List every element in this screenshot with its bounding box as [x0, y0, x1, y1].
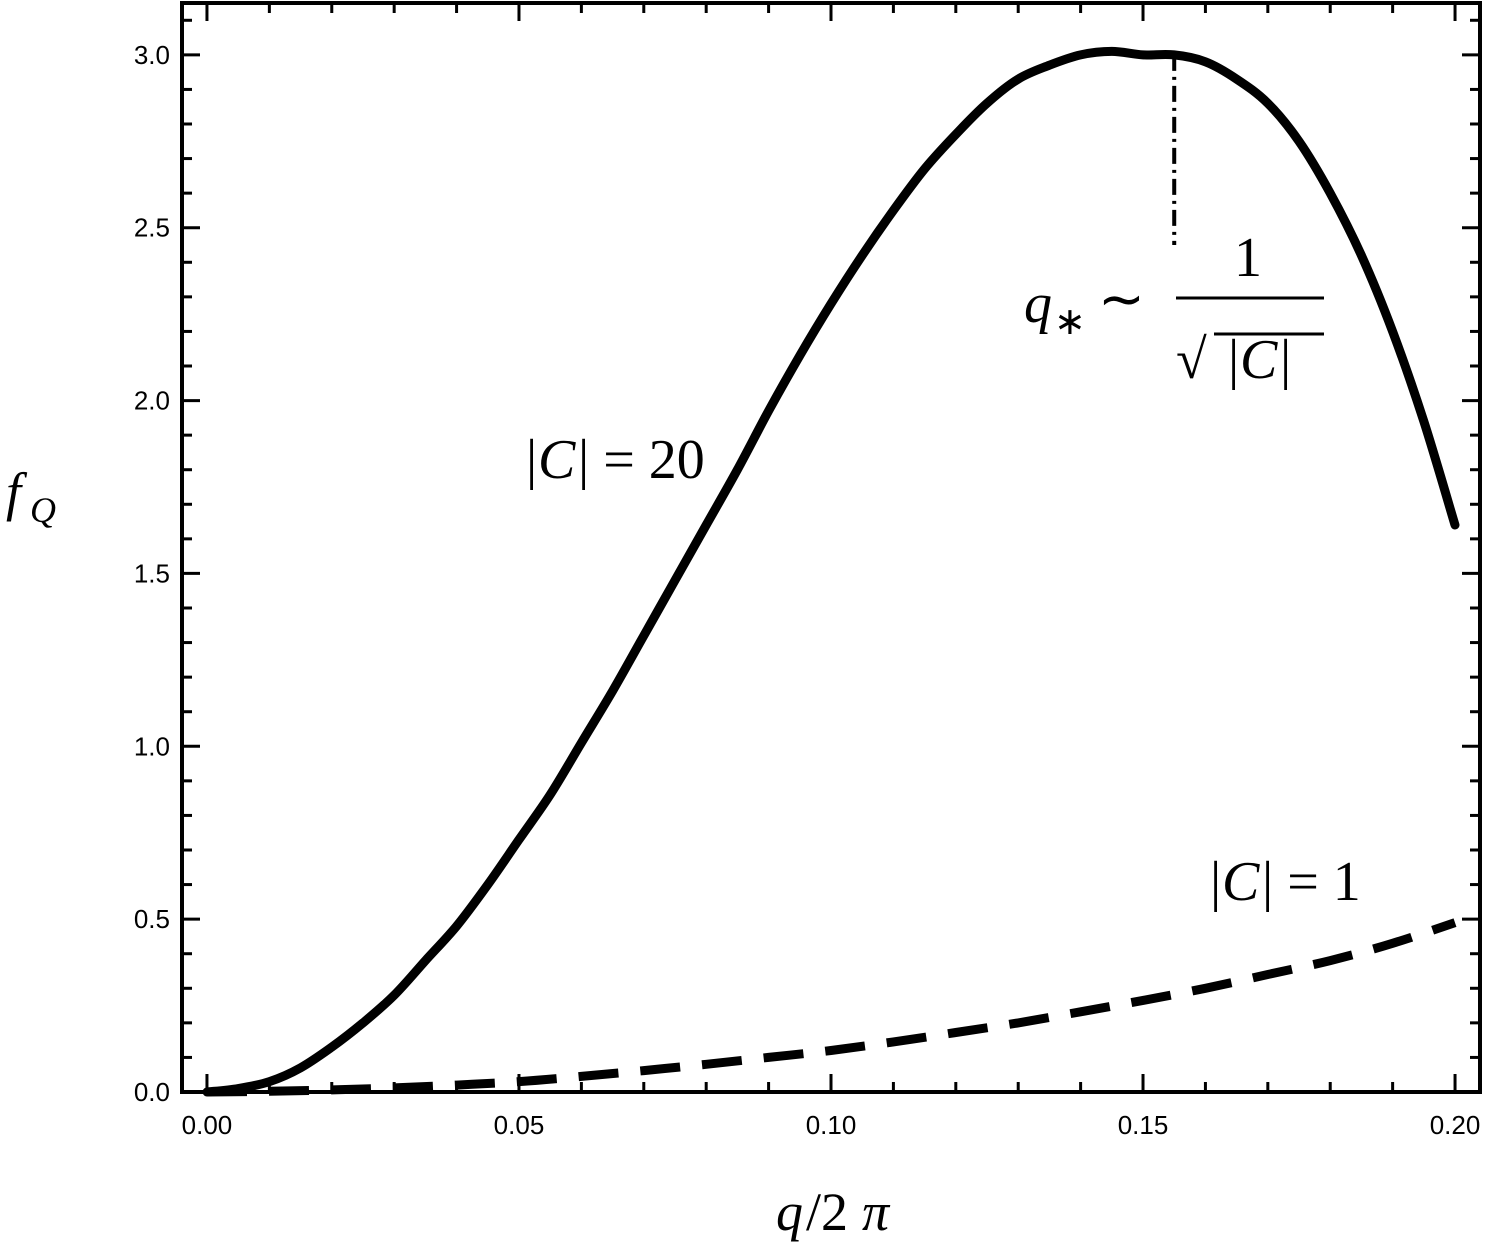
series-line-c1	[206, 918, 1457, 1097]
svg-text:1: 1	[1234, 227, 1262, 289]
plot-curves	[202, 46, 1460, 1097]
y-tick-label: 1.5	[134, 558, 170, 588]
svg-text:|: |	[1280, 329, 1291, 391]
svg-text:C: C	[1240, 329, 1278, 391]
y-tick-label: 2.0	[134, 386, 170, 416]
x-tick-label: 0.00	[182, 1110, 233, 1140]
svg-text:|: |	[1210, 851, 1221, 913]
svg-text:q: q	[1024, 273, 1052, 335]
svg-text:Q: Q	[30, 490, 56, 530]
svg-text:|: |	[526, 429, 537, 491]
y-tick-label: 1.0	[134, 731, 170, 761]
svg-text:| = 1: | = 1	[1262, 851, 1361, 913]
y-tick-label: 0.5	[134, 904, 170, 934]
x-tick-label: 0.20	[1430, 1110, 1481, 1140]
svg-text:∗: ∗	[1054, 301, 1086, 343]
svg-text:∼: ∼	[1098, 269, 1145, 331]
x-axis-label: q /2 π	[776, 1182, 891, 1242]
svg-text:π: π	[862, 1182, 891, 1242]
x-tick-label: 0.05	[494, 1110, 545, 1140]
series-line-c20	[202, 46, 1460, 1097]
svg-text:| = 20: | = 20	[578, 429, 705, 491]
svg-text:|: |	[1228, 329, 1239, 391]
tick-labels: 0.00 0.05 0.10 0.15 0.20 0.0 0.5 1.0 1.5 2.0 2.5 3.…	[134, 40, 1480, 1140]
annotation-c20: | C | = 20	[526, 429, 705, 491]
y-tick-label: 2.5	[134, 213, 170, 243]
svg-text:/2: /2	[806, 1182, 848, 1242]
axis-ticks	[182, 3, 1480, 1094]
x-tick-label: 0.10	[806, 1110, 857, 1140]
svg-text:q: q	[776, 1182, 803, 1242]
x-tick-label: 0.15	[1118, 1110, 1169, 1140]
svg-text:C: C	[1222, 851, 1260, 913]
annotation-qstar: q ∗ ∼ 1 √ | C |	[1024, 227, 1324, 391]
svg-text:f: f	[6, 462, 28, 522]
plot-frame	[180, 1, 1482, 1094]
y-axis-label: f Q	[6, 462, 56, 530]
y-tick-label: 0.0	[134, 1077, 170, 1107]
svg-text:C: C	[538, 429, 576, 491]
y-tick-label: 3.0	[134, 40, 170, 70]
svg-text:√: √	[1176, 329, 1207, 391]
annotation-c1: | C | = 1	[1210, 851, 1361, 913]
